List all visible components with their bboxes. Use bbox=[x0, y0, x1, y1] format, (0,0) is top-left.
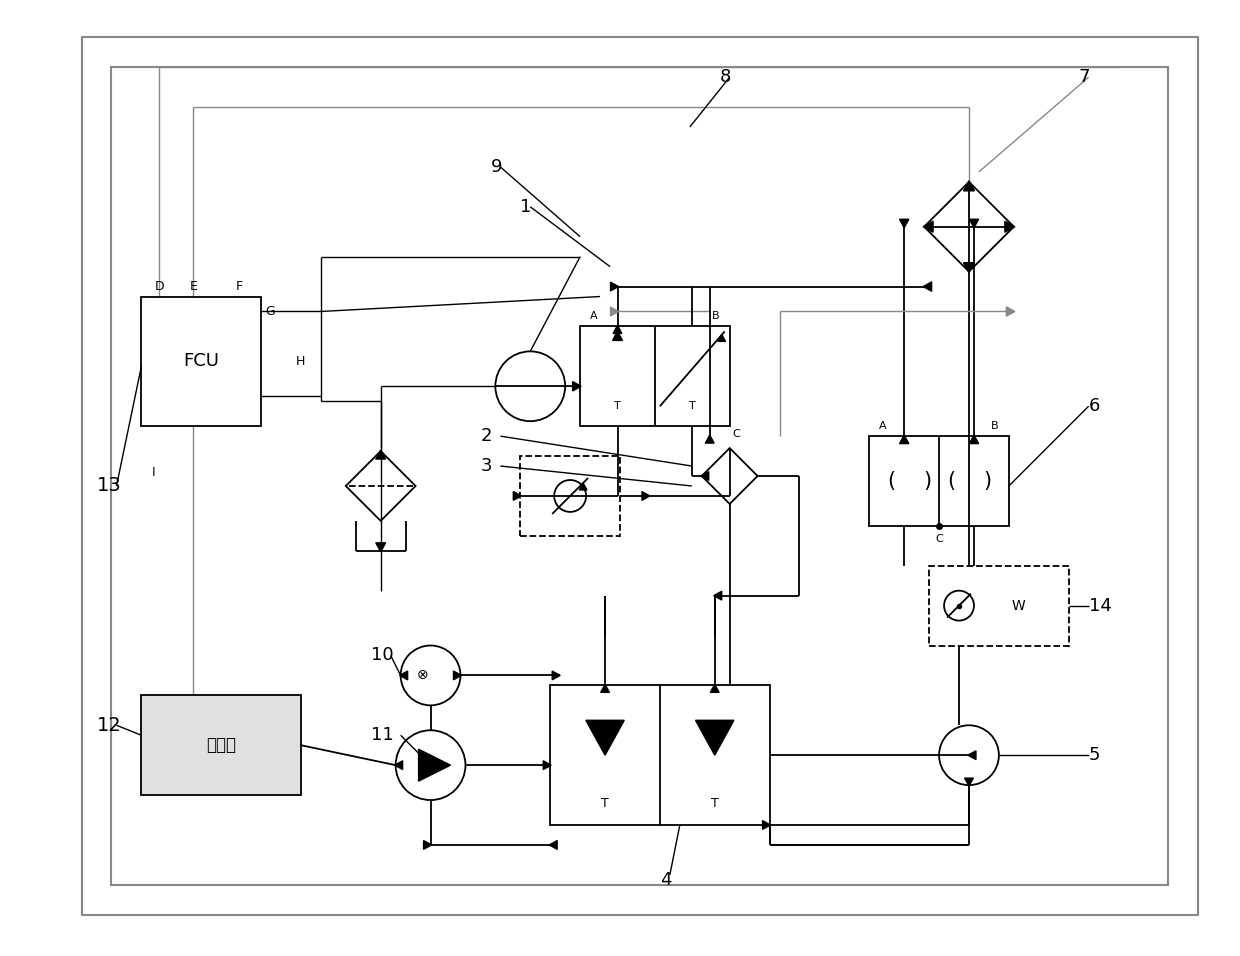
Text: H: H bbox=[296, 355, 305, 368]
Text: G: G bbox=[265, 305, 275, 318]
Polygon shape bbox=[1004, 221, 1014, 232]
Polygon shape bbox=[714, 591, 722, 600]
Polygon shape bbox=[701, 471, 709, 481]
Text: 8: 8 bbox=[719, 68, 732, 86]
Polygon shape bbox=[696, 720, 734, 755]
Polygon shape bbox=[376, 450, 386, 459]
Text: C: C bbox=[935, 533, 942, 544]
Polygon shape bbox=[706, 435, 714, 443]
Polygon shape bbox=[711, 684, 719, 692]
Text: 4: 4 bbox=[660, 871, 671, 889]
Polygon shape bbox=[613, 325, 622, 334]
Polygon shape bbox=[376, 543, 386, 552]
Bar bbox=[929, 566, 1069, 645]
Text: A: A bbox=[590, 312, 598, 321]
Polygon shape bbox=[968, 750, 976, 760]
Polygon shape bbox=[424, 840, 432, 849]
Bar bbox=[551, 685, 770, 825]
Text: T: T bbox=[689, 402, 696, 411]
Bar bbox=[580, 326, 729, 426]
Polygon shape bbox=[610, 282, 619, 291]
Text: (: ( bbox=[887, 471, 895, 491]
Polygon shape bbox=[963, 181, 975, 191]
Text: 10: 10 bbox=[371, 646, 393, 664]
Text: ): ) bbox=[983, 471, 991, 491]
Text: 9: 9 bbox=[490, 158, 502, 176]
Text: A: A bbox=[879, 422, 887, 431]
Text: 11: 11 bbox=[371, 727, 393, 745]
Polygon shape bbox=[718, 335, 725, 341]
Polygon shape bbox=[610, 307, 619, 315]
Text: F: F bbox=[236, 279, 243, 293]
Polygon shape bbox=[970, 219, 978, 228]
Text: B: B bbox=[991, 422, 999, 431]
Text: D: D bbox=[155, 279, 164, 293]
Bar bbox=[141, 296, 262, 426]
Polygon shape bbox=[419, 750, 450, 781]
Polygon shape bbox=[549, 840, 557, 849]
Polygon shape bbox=[899, 219, 909, 228]
Polygon shape bbox=[763, 820, 770, 830]
Text: 1: 1 bbox=[521, 198, 532, 216]
Polygon shape bbox=[1007, 307, 1014, 316]
Polygon shape bbox=[600, 684, 609, 692]
Text: W: W bbox=[1012, 598, 1025, 613]
Polygon shape bbox=[899, 435, 909, 444]
Text: 6: 6 bbox=[1089, 397, 1100, 415]
Polygon shape bbox=[970, 435, 978, 444]
Text: 13: 13 bbox=[97, 476, 122, 495]
Polygon shape bbox=[399, 671, 408, 680]
Polygon shape bbox=[923, 282, 931, 292]
Text: 2: 2 bbox=[480, 427, 492, 445]
Text: ⊗: ⊗ bbox=[417, 668, 428, 683]
Polygon shape bbox=[923, 221, 932, 232]
Text: E: E bbox=[190, 279, 197, 293]
Polygon shape bbox=[573, 381, 582, 391]
Bar bbox=[521, 456, 620, 535]
Text: 3: 3 bbox=[480, 457, 492, 475]
Polygon shape bbox=[543, 761, 552, 770]
Text: 7: 7 bbox=[1079, 68, 1090, 86]
Polygon shape bbox=[394, 761, 403, 770]
Polygon shape bbox=[552, 671, 560, 680]
Polygon shape bbox=[579, 483, 587, 490]
Text: C: C bbox=[733, 429, 740, 439]
Text: (: ( bbox=[947, 471, 955, 491]
Polygon shape bbox=[585, 720, 624, 755]
Text: T: T bbox=[614, 402, 621, 411]
Bar bbox=[141, 695, 301, 795]
Polygon shape bbox=[642, 491, 650, 500]
Bar bbox=[869, 436, 1009, 526]
Text: 5: 5 bbox=[1089, 747, 1100, 764]
Text: I: I bbox=[151, 466, 155, 479]
Text: 变频器: 变频器 bbox=[206, 736, 236, 754]
Polygon shape bbox=[513, 491, 521, 500]
Polygon shape bbox=[963, 263, 975, 272]
Text: FCU: FCU bbox=[184, 353, 219, 370]
Polygon shape bbox=[965, 778, 973, 786]
Text: B: B bbox=[712, 312, 719, 321]
Text: ): ) bbox=[923, 471, 931, 491]
Text: 12: 12 bbox=[97, 716, 122, 735]
Text: 14: 14 bbox=[1089, 597, 1111, 615]
Text: T: T bbox=[711, 797, 719, 810]
Bar bbox=[112, 67, 1168, 885]
Polygon shape bbox=[454, 671, 461, 680]
Polygon shape bbox=[613, 332, 622, 340]
Text: T: T bbox=[601, 797, 609, 810]
